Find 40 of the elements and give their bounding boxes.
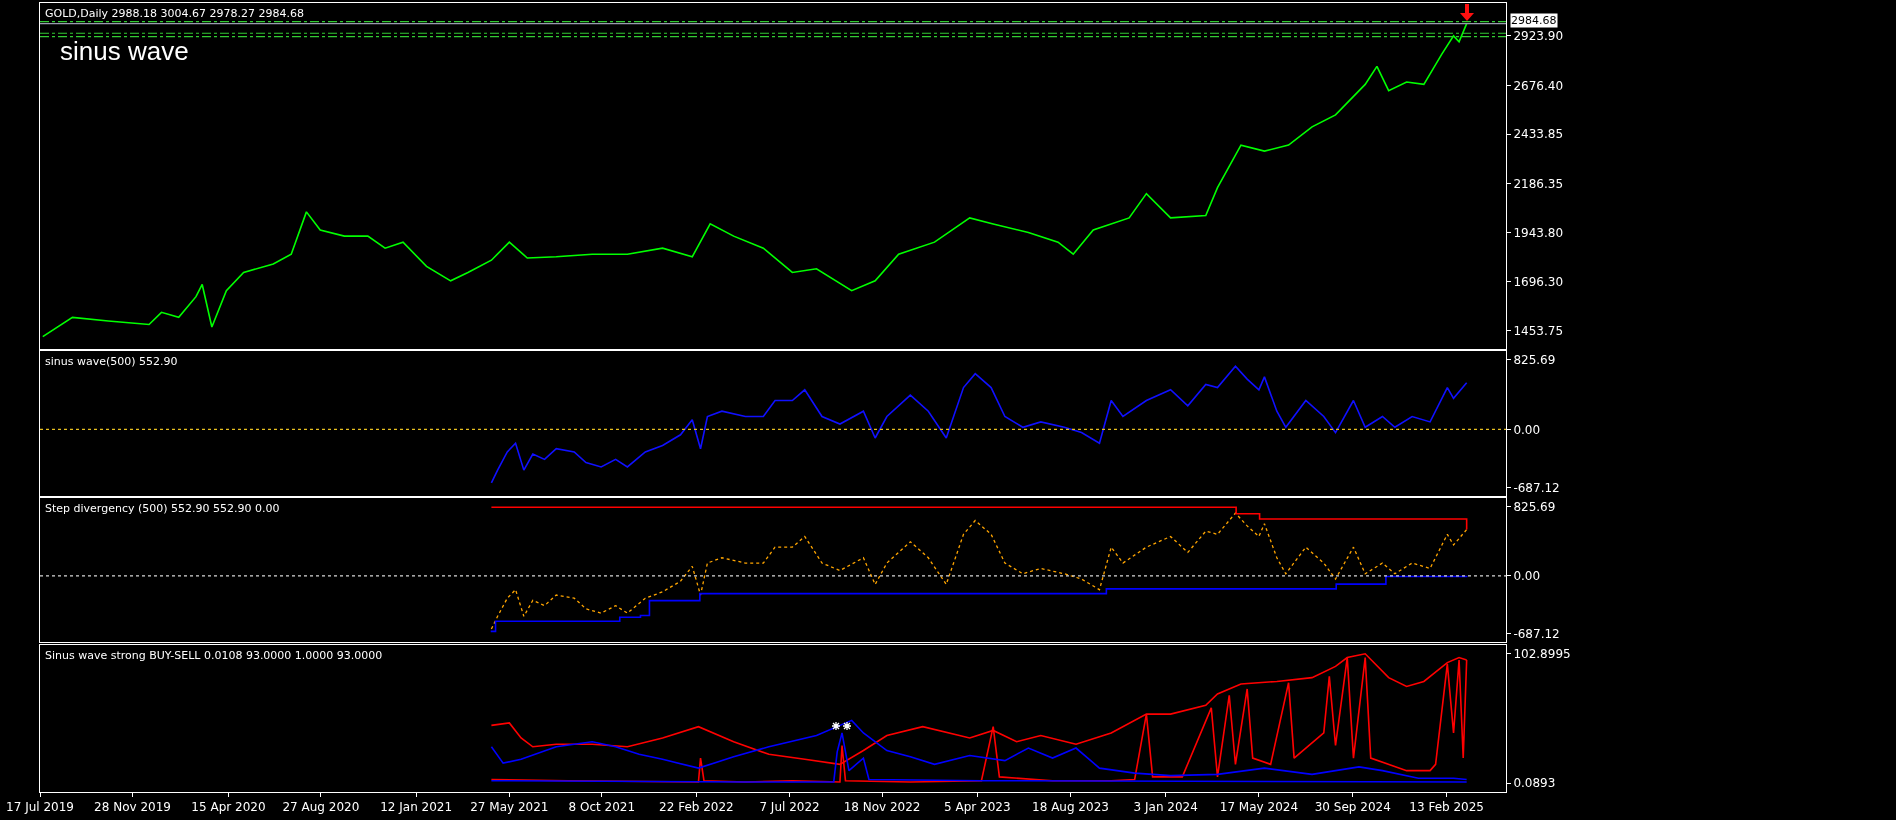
- y-tick-label: 0.00: [1513, 422, 1541, 437]
- y-tick-label: 0.00: [1513, 569, 1541, 584]
- x-tick-label: 5 Apr 2023: [944, 800, 1011, 815]
- x-tick-label: 27 May 2021: [470, 800, 549, 815]
- x-tick-label: 17 Jul 2019: [6, 800, 74, 815]
- y-tick-label: -687.12: [1513, 480, 1560, 495]
- x-tick-label: 15 Apr 2020: [191, 800, 266, 815]
- x-tick-label: 30 Sep 2024: [1314, 800, 1391, 815]
- x-tick-label: 17 May 2024: [1219, 800, 1299, 815]
- x-tick-label: 12 Jan 2021: [380, 800, 453, 815]
- y-tick-label: 0.0893: [1513, 776, 1556, 791]
- chart-title: sinus wave(500) 552.90: [45, 355, 178, 368]
- line-series: [41, 22, 1468, 338]
- y-tick-label: 2923.90: [1513, 29, 1564, 44]
- annotation: sinus wave: [60, 36, 189, 66]
- x-tick-label: 27 Aug 2020: [282, 800, 360, 815]
- y-tick-label: 102.8995: [1513, 647, 1571, 662]
- ref-line-label: 2984.68: [1511, 14, 1557, 27]
- y-tick-label: 1943.80: [1513, 225, 1564, 240]
- line-series: [490, 365, 1468, 484]
- x-tick-label: 22 Feb 2022: [659, 800, 734, 815]
- line-series: [490, 512, 1468, 630]
- y-tick-label: 825.69: [1513, 499, 1556, 514]
- y-tick-label: 825.69: [1513, 352, 1556, 367]
- y-tick-label: 2433.85: [1513, 127, 1564, 142]
- x-tick-label: 18 Nov 2022: [843, 800, 921, 815]
- x-tick-label: 3 Jan 2024: [1133, 800, 1198, 815]
- y-tick-label: 1453.75: [1513, 323, 1564, 338]
- y-tick-label: 2676.40: [1513, 78, 1564, 93]
- x-tick-label: 8 Oct 2021: [568, 800, 636, 815]
- x-tick-label: 13 Feb 2025: [1409, 800, 1484, 815]
- y-tick-label: 1696.30: [1513, 275, 1564, 290]
- chart-title: GOLD,Daily 2988.18 3004.67 2978.27 2984.68: [45, 7, 305, 20]
- chart-title: Step divergency (500) 552.90 552.90 0.00: [45, 502, 280, 515]
- y-tick-label: -687.12: [1513, 626, 1560, 641]
- y-tick-label: 2186.35: [1513, 176, 1564, 191]
- x-tick-label: 18 Aug 2023: [1032, 800, 1109, 815]
- chart-title: Sinus wave strong BUY-SELL 0.0108 93.0000 1.0000 93.0000: [45, 649, 383, 662]
- x-tick-label: 28 Nov 2019: [94, 800, 171, 815]
- x-tick-label: 7 Jul 2022: [759, 800, 820, 815]
